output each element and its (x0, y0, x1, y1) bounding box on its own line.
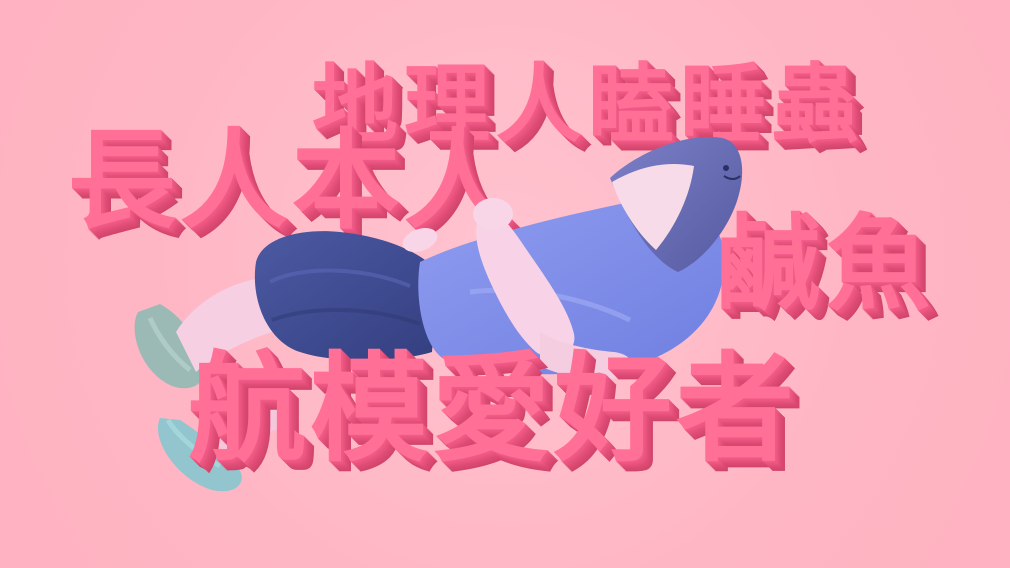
shark-eye-icon (723, 165, 729, 171)
hand-small (402, 227, 438, 253)
shark-hood (610, 136, 743, 272)
shoe-upper (134, 304, 206, 389)
word-top: 地理人瞌睡蟲 (312, 55, 864, 155)
legs (176, 278, 300, 458)
pants (254, 231, 438, 361)
shoe-lower (157, 418, 242, 492)
arm-lower (540, 332, 634, 380)
word-bottom: 航模愛好者 (188, 340, 799, 478)
word-left: 長人本人 (68, 119, 517, 244)
word-right: 鹹魚 (716, 203, 937, 325)
arm-raised (473, 198, 575, 358)
